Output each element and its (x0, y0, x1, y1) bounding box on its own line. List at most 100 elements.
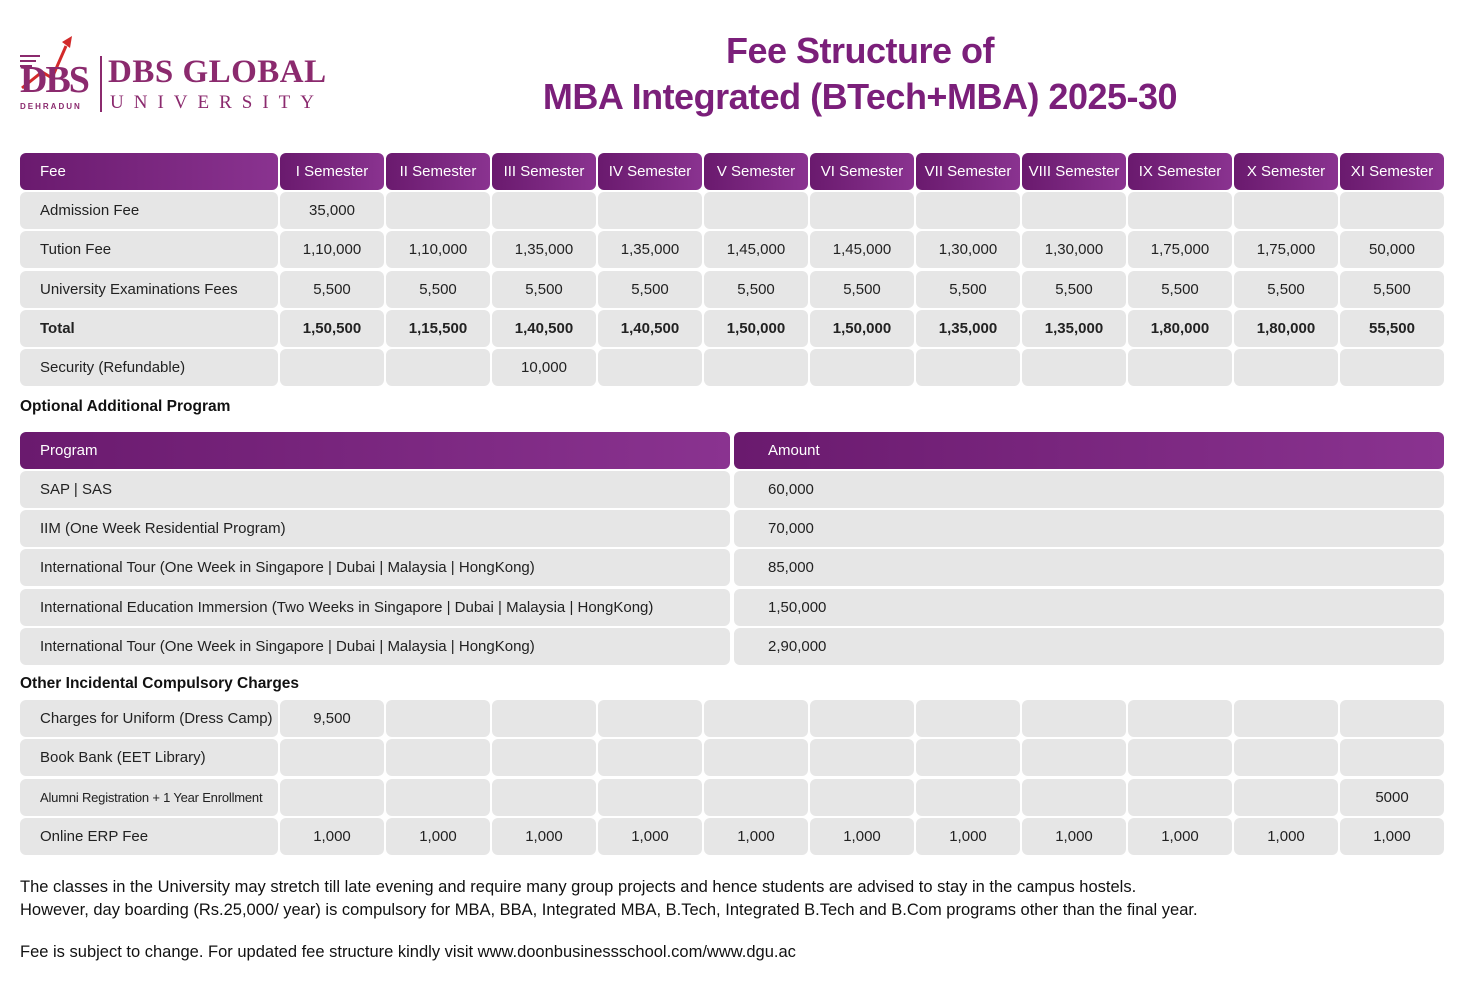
header-amount: Amount (734, 432, 1444, 469)
fee-value: 1,40,500 (598, 309, 702, 347)
charge-value (916, 700, 1020, 737)
charge-value (1340, 700, 1444, 737)
fee-value: 1,50,500 (280, 309, 384, 347)
fee-value: 5,500 (280, 270, 384, 308)
fee-value: 5,500 (386, 270, 490, 308)
charge-value (1234, 700, 1338, 737)
charge-value: 1,000 (1340, 817, 1444, 855)
program-row: International Education Immersion (Two W… (20, 588, 1444, 626)
charge-value (916, 739, 1020, 777)
charge-value (1340, 739, 1444, 777)
fee-value: 5,500 (492, 270, 596, 308)
fee-value (386, 349, 490, 387)
program-row: IIM (One Week Residential Program) 70,000 (20, 510, 1444, 548)
fee-value (280, 349, 384, 387)
incidental-row: Book Bank (EET Library) (20, 739, 1444, 777)
charge-value (704, 778, 808, 816)
university-logo: DBS DEHRADUN DBS GLOBAL UNIVERSITY (18, 28, 328, 118)
charge-label: Online ERP Fee (20, 817, 278, 855)
fee-row: Tution Fee 1,10,000 1,10,000 1,35,000 1,35,0… (20, 231, 1444, 269)
fee-label: Admission Fee (20, 192, 278, 229)
charge-value (704, 739, 808, 777)
fee-value (386, 192, 490, 229)
program-amount: 2,90,000 (734, 627, 1444, 665)
fee-value (1340, 349, 1444, 387)
charge-value: 1,000 (386, 817, 490, 855)
charge-value (1234, 778, 1338, 816)
fee-value: 1,50,000 (810, 309, 914, 347)
fee-value: 1,30,000 (1022, 231, 1126, 269)
header-semester: VIII Semester (1022, 153, 1126, 190)
fee-value: 1,10,000 (386, 231, 490, 269)
program-row: International Tour (One Week in Singapor… (20, 627, 1444, 665)
charge-value (598, 700, 702, 737)
charge-value (598, 778, 702, 816)
fee-value: 5,500 (916, 270, 1020, 308)
charge-value (704, 700, 808, 737)
fee-value: 1,80,000 (1128, 309, 1232, 347)
optional-heading: Optional Additional Program (20, 398, 231, 415)
charge-value (386, 778, 490, 816)
fee-value: 5,500 (1234, 270, 1338, 308)
header-semester: II Semester (386, 153, 490, 190)
fee-value: 1,40,500 (492, 309, 596, 347)
fee-label: University Examinations Fees (20, 270, 278, 308)
charge-value: 1,000 (1234, 817, 1338, 855)
header-semester: I Semester (280, 153, 384, 190)
fee-value: 55,500 (1340, 309, 1444, 347)
fee-value (704, 192, 808, 229)
charge-value: 1,000 (280, 817, 384, 855)
header-semester: IV Semester (598, 153, 702, 190)
program-amount: 60,000 (734, 471, 1444, 508)
fee-label: Total (20, 309, 278, 347)
program-amount: 70,000 (734, 510, 1444, 548)
fee-row: Security (Refundable) 10,000 (20, 349, 1444, 387)
charge-value (492, 700, 596, 737)
charge-value: 9,500 (280, 700, 384, 737)
incidental-heading: Other Incidental Compulsory Charges (20, 675, 300, 692)
charge-value (810, 778, 914, 816)
charge-value (1128, 739, 1232, 777)
charge-value (492, 739, 596, 777)
charge-value: 1,000 (810, 817, 914, 855)
charge-value (1022, 739, 1126, 777)
charge-value (810, 700, 914, 737)
logo-location: DEHRADUN (20, 102, 82, 111)
charge-value (1128, 700, 1232, 737)
fee-value: 1,35,000 (916, 309, 1020, 347)
charge-label: Book Bank (EET Library) (20, 739, 278, 777)
fee-value: 5,500 (704, 270, 808, 308)
fee-value: 1,50,000 (704, 309, 808, 347)
header-semester: III Semester (492, 153, 596, 190)
charge-value (598, 739, 702, 777)
incidental-row: Alumni Registration + 1 Year Enrollment 5… (20, 778, 1444, 816)
fee-value: 1,75,000 (1234, 231, 1338, 269)
fee-value: 1,80,000 (1234, 309, 1338, 347)
fee-value: 1,30,000 (916, 231, 1020, 269)
title-line-1: Fee Structure of (725, 30, 995, 71)
charge-value (810, 739, 914, 777)
fee-value (1128, 349, 1232, 387)
program-row: SAP | SAS 60,000 (20, 471, 1444, 508)
logo-name: DBS GLOBAL (108, 54, 327, 90)
charge-value (386, 700, 490, 737)
fee-value: 1,15,500 (386, 309, 490, 347)
header-semester: XI Semester (1340, 153, 1444, 190)
charge-value (1022, 700, 1126, 737)
program-name: International Tour (One Week in Singapor… (20, 627, 730, 665)
title-line-2: MBA Integrated (BTech+MBA) 2025-30 (542, 76, 1178, 117)
fee-value: 5,500 (1022, 270, 1126, 308)
charge-value (916, 778, 1020, 816)
program-amount: 1,50,000 (734, 588, 1444, 626)
program-name: International Education Immersion (Two W… (20, 588, 730, 626)
fee-value (492, 192, 596, 229)
charge-value (492, 778, 596, 816)
incidental-row: Online ERP Fee 1,000 1,000 1,000 1,000 1,000 1… (20, 817, 1444, 855)
charge-value: 1,000 (1022, 817, 1126, 855)
program-name: International Tour (One Week in Singapor… (20, 549, 730, 587)
charge-value: 1,000 (492, 817, 596, 855)
charge-value: 1,000 (598, 817, 702, 855)
fee-value: 5,500 (1340, 270, 1444, 308)
fee-value: 5,500 (598, 270, 702, 308)
fee-value: 5,500 (1128, 270, 1232, 308)
